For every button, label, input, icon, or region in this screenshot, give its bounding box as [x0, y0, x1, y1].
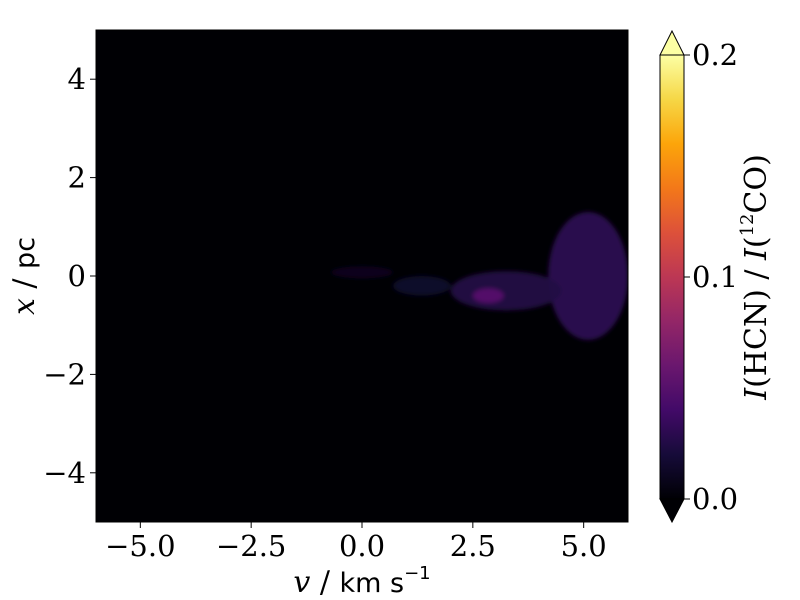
- emission-layer: [330, 212, 628, 340]
- colorbar-tick-label: 0.0: [692, 482, 738, 516]
- y-tick-label: 0: [68, 259, 86, 293]
- plot-area: [96, 30, 628, 522]
- colorbar-label: I(HCN) / I(12CO): [737, 154, 774, 401]
- emission-region: [450, 271, 562, 311]
- colorbar-ticks: 0.0 0.1 0.2: [684, 38, 738, 516]
- colorbar: 0.0 0.1 0.2: [659, 29, 738, 524]
- colorbar-tick-label: 0.1: [692, 260, 738, 294]
- y-tick-label: −4: [43, 456, 86, 490]
- emission-region: [548, 212, 628, 340]
- y-tick-label: 2: [68, 161, 86, 195]
- y-tick-label: 4: [68, 62, 86, 96]
- x-axis: −5.0 −2.5 0.0 2.5 5.0: [105, 522, 607, 563]
- emission-region: [472, 288, 504, 304]
- colorbar-gradient: [660, 55, 684, 499]
- x-tick-label: 0.0: [339, 529, 385, 563]
- y-tick-label: −2: [43, 357, 86, 391]
- colorbar-extend-min: [659, 498, 685, 524]
- plot-frame: [95, 29, 629, 523]
- emission-region: [330, 266, 394, 279]
- y-axis-label: x / pc: [7, 237, 42, 315]
- x-tick-label: −2.5: [216, 529, 286, 563]
- emission-region: [393, 276, 451, 296]
- y-axis: −4 −2 0 2 4: [43, 62, 96, 490]
- x-tick-label: 2.5: [450, 529, 496, 563]
- x-tick-label: −5.0: [105, 529, 175, 563]
- colorbar-extend-max: [659, 29, 685, 56]
- x-tick-label: 5.0: [561, 529, 607, 563]
- x-axis-label: v / km s−1: [293, 563, 430, 600]
- colorbar-tick-label: 0.2: [692, 38, 738, 72]
